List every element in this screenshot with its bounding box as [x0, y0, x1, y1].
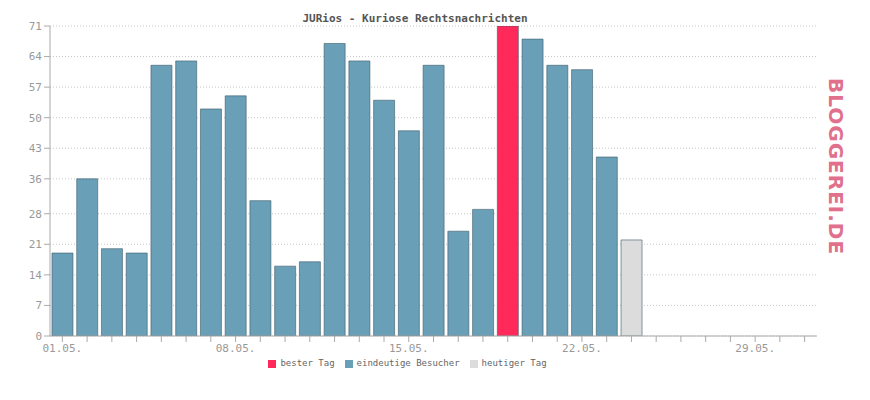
svg-text:57: 57	[29, 81, 42, 94]
svg-text:36: 36	[29, 173, 42, 186]
svg-text:29.05.: 29.05.	[735, 342, 775, 355]
svg-text:08.05.: 08.05.	[216, 342, 256, 355]
svg-text:15.05.: 15.05.	[389, 342, 429, 355]
svg-text:71: 71	[29, 20, 42, 33]
html-text:eindeutige Besucher: eindeutige Besucher	[356, 358, 460, 368]
svg-text:01.05.: 01.05.	[42, 342, 82, 355]
svg-text:28: 28	[29, 208, 42, 221]
svg-text:7: 7	[35, 299, 42, 312]
html-text:BLOGGEREI.DE: BLOGGEREI.DE	[824, 78, 848, 256]
html-text:JURios - Kuriose Rechtsnachric: JURios - Kuriose Rechtsnachrichten	[302, 12, 528, 25]
svg-text:43: 43	[29, 142, 42, 155]
svg-text:22.05.: 22.05.	[562, 342, 602, 355]
svg-text:21: 21	[29, 238, 42, 251]
svg-text:50: 50	[29, 112, 42, 125]
svg-text:64: 64	[29, 50, 43, 63]
html-text:bester Tag: bester Tag	[280, 358, 335, 368]
html-text:heutiger Tag: heutiger Tag	[481, 358, 547, 368]
svg-text:14: 14	[29, 269, 43, 282]
svg-text:0: 0	[35, 330, 42, 343]
